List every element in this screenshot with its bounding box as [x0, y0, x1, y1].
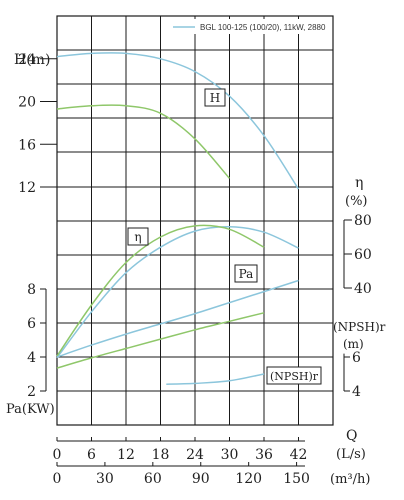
- curve-label-head-text: H: [210, 91, 220, 105]
- curve-label-npsh-box: [266, 366, 322, 385]
- x-axis-tick-label: 6: [87, 447, 96, 463]
- curve-label-efficiency: η: [127, 227, 149, 246]
- legend-label: BGL 100-125 (100/20), 11kW, 2880: [200, 23, 326, 32]
- curve-label-efficiency-text: η: [134, 230, 141, 244]
- plot-frame: [56, 15, 334, 426]
- series-line-head-primary: [56, 52, 300, 190]
- efficiency-axis-tick-label: 60: [354, 247, 372, 263]
- efficiency-axis-tick-label: 40: [354, 281, 372, 297]
- x2-axis-tick-label: 150: [283, 471, 310, 487]
- series-line-power-primary: [56, 279, 299, 358]
- head-axis-tick-label: 16: [18, 137, 36, 153]
- curve-label-power-text: Pa: [239, 267, 254, 281]
- npsh-axis: (NPSH)r (m): [333, 320, 386, 351]
- series-line-power-secondary: [56, 312, 265, 369]
- x2-axis-tick-label: 0: [53, 471, 62, 487]
- curve-label-head: H: [204, 88, 226, 107]
- npsh-axis-tick-label: 4: [352, 384, 361, 400]
- head-axis-tick-label: 12: [18, 180, 36, 196]
- curve-label-efficiency-box: [127, 227, 149, 246]
- head-axis: H(m): [14, 52, 50, 68]
- x-axis-tick-label: 12: [117, 447, 135, 463]
- x-axis-tick-label: 24: [186, 447, 204, 463]
- efficiency-axis-unit: (%): [345, 194, 368, 209]
- x-axis-unit: (L/s): [336, 447, 366, 462]
- power-axis-tick-label: 8: [27, 282, 36, 298]
- head-axis-tick-label: 24: [18, 52, 36, 68]
- power-axis-tick-label: 6: [27, 316, 36, 332]
- series-line-npsh-primary: [166, 373, 265, 385]
- x2-axis-unit: (m³/h): [330, 472, 370, 487]
- x-axis-tick-label: 36: [255, 447, 273, 463]
- power-axis-tick-label: 4: [27, 350, 36, 366]
- series-line-efficiency-primary: [56, 226, 299, 359]
- x-axis-tick-label: 0: [53, 447, 62, 463]
- npsh-axis-unit: (m): [343, 337, 364, 351]
- head-axis-label: H(m): [14, 52, 50, 68]
- chart-series: [56, 52, 300, 385]
- npsh-axis-label: (NPSH)r: [333, 320, 386, 334]
- x2-axis-tick-label: 60: [144, 471, 162, 487]
- series-line-efficiency-secondary: [56, 224, 265, 357]
- x-axis-tick-label: 42: [290, 447, 308, 463]
- efficiency-axis-label: η: [355, 175, 363, 191]
- x-axis-label: Q: [346, 428, 357, 444]
- legend-background: [170, 19, 330, 34]
- efficiency-axis-tick-label: 80: [354, 213, 372, 229]
- curve-label-npsh: (NPSH)r: [266, 366, 322, 385]
- head-axis-tick-label: 20: [18, 95, 36, 111]
- x2-axis-tick-label: 30: [96, 471, 114, 487]
- npsh-axis-tick-label: 6: [352, 350, 361, 366]
- x2-axis-tick-label: 90: [192, 471, 210, 487]
- series-line-head-secondary: [56, 104, 231, 179]
- curve-label-power-box: [234, 264, 258, 283]
- legend: BGL 100-125 (100/20), 11kW, 2880: [170, 19, 330, 34]
- x2-axis-tick-label: 120: [235, 471, 262, 487]
- curve-label-head-box: [204, 88, 226, 107]
- efficiency-axis: η (%): [345, 175, 368, 209]
- power-axis-label: Pa(KW): [6, 402, 55, 417]
- power-axis: Pa(KW): [6, 402, 55, 417]
- x-axis: Q (L/s) (m³/h): [330, 428, 370, 487]
- curve-label-power: Pa: [234, 264, 258, 283]
- curve-label-npsh-text: (NPSH)r: [270, 370, 319, 383]
- power-axis-tick-label: 2: [27, 384, 36, 400]
- x-axis-tick-label: 30: [221, 447, 239, 463]
- x-axis-tick-label: 18: [152, 447, 170, 463]
